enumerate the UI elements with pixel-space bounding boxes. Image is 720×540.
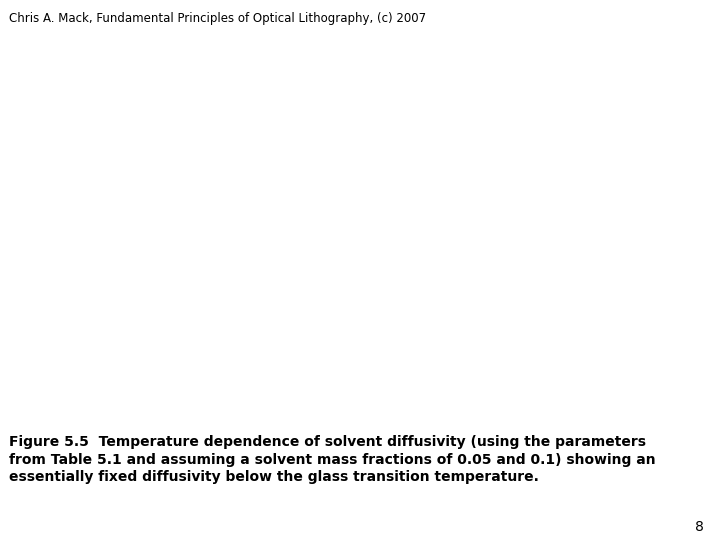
- Text: Chris A. Mack, Fundamental Principles of Optical Lithography, (c) 2007: Chris A. Mack, Fundamental Principles of…: [9, 12, 426, 25]
- Text: Figure 5.5  Temperature dependence of solvent diffusivity (using the parameters
: Figure 5.5 Temperature dependence of sol…: [9, 435, 655, 484]
- Text: 8: 8: [696, 519, 704, 534]
